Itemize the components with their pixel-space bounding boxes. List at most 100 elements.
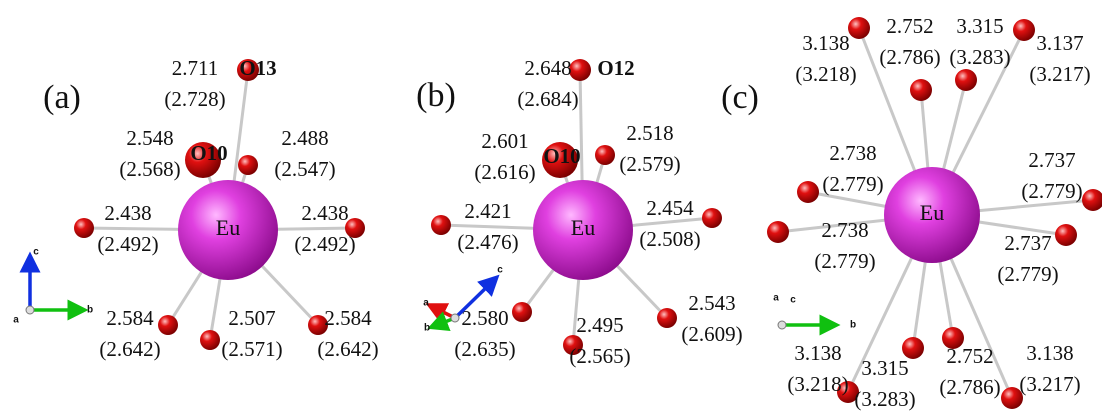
bond-length-alt: (3.217) (1019, 372, 1080, 396)
oxygen-atom (702, 208, 722, 228)
oxygen-atom (595, 145, 615, 165)
bond-length-alt: (2.642) (99, 337, 160, 361)
oxygen-atom (955, 69, 977, 91)
bond-length: 2.648 (524, 56, 571, 80)
bond-length: 3.138 (1026, 341, 1073, 365)
oxygen-atom (74, 218, 94, 238)
axis-origin (26, 306, 34, 314)
figure: (a) Eu 2.711 (2.728) 2.548 (2.568) 2.488 (2.547… (0, 0, 1102, 412)
atom-label: O12 (597, 56, 634, 80)
bond-length-alt: (3.218) (795, 62, 856, 86)
oxygen-atom (848, 17, 870, 39)
bond-length: 2.518 (626, 121, 673, 145)
center-label: Eu (920, 200, 944, 225)
bond-length-alt: (2.635) (454, 337, 515, 361)
axis-label: a (423, 298, 429, 309)
bond-length: 2.438 (301, 201, 348, 225)
bond-length-alt: (2.547) (274, 157, 335, 181)
bond-length-alt: (2.728) (164, 87, 225, 111)
bond-length-alt: (2.779) (822, 172, 883, 196)
oxygen-atom (200, 330, 220, 350)
atom-label: O10 (190, 141, 227, 165)
panel: (a) Eu 2.711 (2.728) 2.548 (2.568) 2.488 (2.547… (13, 56, 378, 361)
bond-length-alt: (2.476) (457, 230, 518, 254)
bond-length: 2.711 (172, 56, 218, 80)
center-label: Eu (571, 215, 595, 240)
axis-label: a (773, 293, 779, 304)
bond-length-alt: (3.283) (854, 387, 915, 411)
panel: (b) Eu 2.648 (2.684) 2.601 (2.616) 2.518 (2.579… (416, 56, 742, 368)
bond-length-alt: (3.283) (949, 45, 1010, 69)
bond-length: 3.138 (802, 31, 849, 55)
panel-label: (a) (43, 79, 81, 116)
bond-length: 2.737 (1028, 148, 1075, 172)
bond-length: 2.752 (946, 344, 993, 368)
axis-label: b (850, 320, 856, 331)
center-label: Eu (216, 215, 240, 240)
bond-length-alt: (2.616) (474, 160, 535, 184)
oxygen-atom (238, 155, 258, 175)
bond-length: 2.507 (228, 306, 275, 330)
bond-length: 2.488 (281, 126, 328, 150)
bond-length-alt: (2.492) (97, 232, 158, 256)
axis-label: a (13, 315, 19, 326)
atom-label: O10 (543, 144, 580, 168)
bond-length: 2.421 (464, 199, 511, 223)
bond-length: 2.752 (886, 14, 933, 38)
bond-length-alt: (2.571) (221, 337, 282, 361)
bond-length-alt: (2.508) (639, 227, 700, 251)
oxygen-atom (569, 59, 591, 81)
bond-length-alt: (2.642) (317, 337, 378, 361)
bond-length-alt: (2.786) (939, 375, 1000, 399)
bond-length: 2.584 (324, 306, 372, 330)
bond-length-alt: (2.492) (294, 232, 355, 256)
axis-label: b (87, 305, 93, 316)
panel: (c) Eu 3.138 (3.218) 2.752 (2.786) 3.315 (3.283… (721, 14, 1102, 411)
oxygen-atom (1055, 224, 1077, 246)
bond-length-alt: (3.217) (1029, 62, 1090, 86)
oxygen-atom (431, 215, 451, 235)
bond-length: 2.738 (821, 218, 868, 242)
bond-length: 2.495 (576, 313, 623, 337)
bond-length: 2.737 (1004, 231, 1051, 255)
bond-length: 2.543 (688, 291, 735, 315)
oxygen-atom (512, 302, 532, 322)
bond-length: 2.584 (106, 306, 154, 330)
axis-origin (778, 321, 786, 329)
bond-length-alt: (2.684) (517, 87, 578, 111)
panel-label: (c) (721, 79, 759, 116)
bond-length: 2.601 (481, 129, 528, 153)
oxygen-atom (657, 308, 677, 328)
axis-label: c (790, 295, 796, 306)
axis-label: c (497, 265, 503, 276)
bond-length: 3.137 (1036, 31, 1083, 55)
bond-length: 3.315 (861, 356, 908, 380)
axis-origin (451, 314, 459, 322)
bond-length-alt: (2.579) (619, 152, 680, 176)
atom-label: O13 (239, 56, 276, 80)
bond-length-alt: (2.565) (569, 344, 630, 368)
bond-length: 3.315 (956, 14, 1003, 38)
oxygen-atom (910, 79, 932, 101)
bond-length: 2.548 (126, 126, 173, 150)
bond-length: 2.438 (104, 201, 151, 225)
panel-label: (b) (416, 77, 456, 114)
oxygen-atom (1082, 189, 1102, 211)
oxygen-atom (1013, 19, 1035, 41)
axis-label: b (424, 323, 430, 334)
bond-length: 2.454 (646, 196, 694, 220)
oxygen-atom (797, 181, 819, 203)
bond-length-alt: (3.218) (787, 372, 848, 396)
bond-length-alt: (2.779) (997, 262, 1058, 286)
bond-length-alt: (2.779) (1021, 179, 1082, 203)
oxygen-atom (158, 315, 178, 335)
bond-length: 3.138 (794, 341, 841, 365)
bond-length-alt: (2.786) (879, 45, 940, 69)
bond-length-alt: (2.568) (119, 157, 180, 181)
bond-length-alt: (2.779) (814, 249, 875, 273)
axis-label: c (33, 247, 39, 258)
bond-length: 2.738 (829, 141, 876, 165)
bond-length: 2.580 (461, 306, 508, 330)
bond-length-alt: (2.609) (681, 322, 742, 346)
oxygen-atom (767, 221, 789, 243)
